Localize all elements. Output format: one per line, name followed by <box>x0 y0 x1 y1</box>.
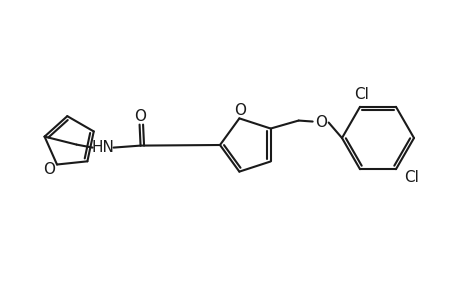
Text: Cl: Cl <box>403 170 419 185</box>
Text: O: O <box>314 115 326 130</box>
Text: O: O <box>43 162 55 177</box>
Text: Cl: Cl <box>354 87 369 102</box>
Text: HN: HN <box>91 140 114 155</box>
Text: O: O <box>234 103 246 118</box>
Text: O: O <box>134 109 146 124</box>
